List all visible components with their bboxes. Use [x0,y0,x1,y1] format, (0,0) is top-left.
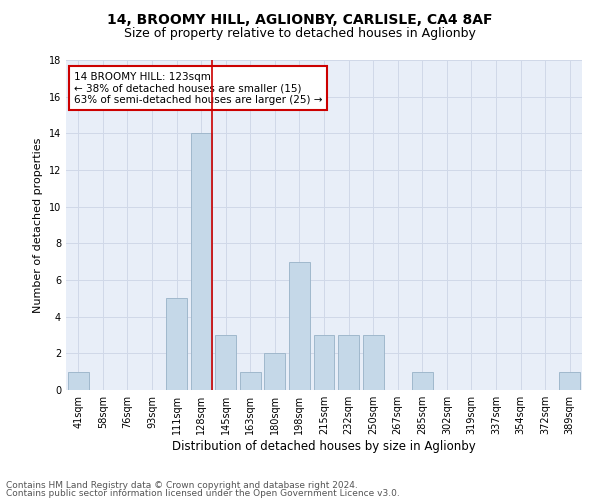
Y-axis label: Number of detached properties: Number of detached properties [33,138,43,312]
Text: Size of property relative to detached houses in Aglionby: Size of property relative to detached ho… [124,28,476,40]
Bar [215,335,236,390]
Bar [412,372,433,390]
X-axis label: Distribution of detached houses by size in Aglionby: Distribution of detached houses by size … [172,440,476,453]
Bar [314,335,334,390]
Text: Contains HM Land Registry data © Crown copyright and database right 2024.: Contains HM Land Registry data © Crown c… [6,481,358,490]
Bar [265,354,286,390]
Bar [338,335,359,390]
Text: 14, BROOMY HILL, AGLIONBY, CARLISLE, CA4 8AF: 14, BROOMY HILL, AGLIONBY, CARLISLE, CA4… [107,12,493,26]
Bar [362,335,383,390]
Text: 14 BROOMY HILL: 123sqm
← 38% of detached houses are smaller (15)
63% of semi-det: 14 BROOMY HILL: 123sqm ← 38% of detached… [74,72,322,105]
Bar [68,372,89,390]
Bar [191,134,212,390]
Bar [289,262,310,390]
Bar [166,298,187,390]
Bar [240,372,261,390]
Bar [559,372,580,390]
Text: Contains public sector information licensed under the Open Government Licence v3: Contains public sector information licen… [6,488,400,498]
